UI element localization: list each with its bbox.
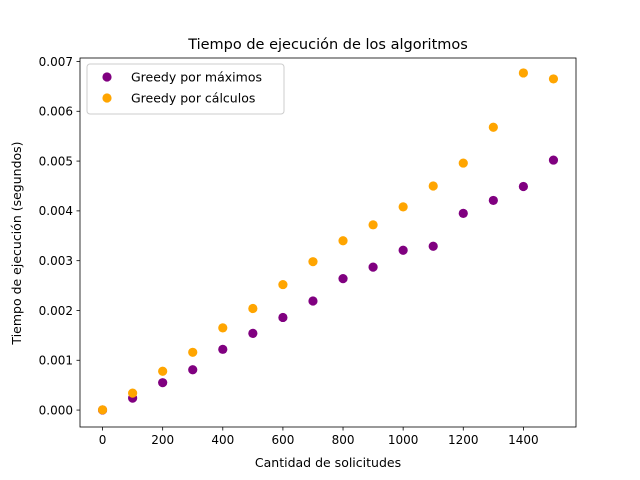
point-series-2 xyxy=(518,68,528,78)
x-tick-label: 1000 xyxy=(388,433,419,447)
legend-label-series-1: Greedy por máximos xyxy=(131,70,262,85)
y-axis-label: Tiempo de ejecución (segundos) xyxy=(9,141,24,345)
y-tick-label: 0.003 xyxy=(39,254,73,268)
legend-label-series-2: Greedy por cálculos xyxy=(131,91,255,106)
legend-marker-series-1 xyxy=(102,72,112,82)
y-tick-label: 0.004 xyxy=(39,204,73,218)
chart-title: Tiempo de ejecución de los algoritmos xyxy=(187,37,468,53)
point-series-1 xyxy=(278,312,288,323)
point-series-1 xyxy=(158,378,168,388)
legend: Greedy por máximos Greedy por cálculos xyxy=(86,63,285,115)
legend-box xyxy=(86,63,285,115)
x-tick-label: 600 xyxy=(271,433,294,447)
x-tick-label: 200 xyxy=(151,433,174,447)
point-series-1 xyxy=(428,241,438,251)
point-series-2 xyxy=(428,181,438,191)
x-tick-label: 400 xyxy=(211,433,234,447)
point-series-2 xyxy=(398,202,408,212)
point-series-2 xyxy=(158,366,168,376)
x-axis-label: Cantidad de solicitudes xyxy=(255,455,401,470)
x-tick-label: 1400 xyxy=(508,433,539,447)
point-series-2 xyxy=(248,303,258,314)
y-tick-label: 0.001 xyxy=(39,354,73,368)
y-tick-label: 0.005 xyxy=(39,154,73,168)
point-series-2 xyxy=(218,323,228,333)
point-series-1 xyxy=(548,155,559,165)
point-series-1 xyxy=(398,245,408,255)
point-series-1 xyxy=(368,262,378,272)
x-tick-label: 800 xyxy=(332,433,355,447)
point-series-2 xyxy=(338,236,348,246)
y-tick-label: 0.002 xyxy=(39,304,73,318)
point-series-2 xyxy=(308,257,318,267)
plot-area: 0 200 400 600 800 1000 1200 1400 0.000 0.001 0.002… xyxy=(39,55,577,447)
point-series-2 xyxy=(488,122,498,132)
x-tick-label: 0 xyxy=(99,433,107,447)
point-series-2 xyxy=(458,158,468,168)
x-tick-label: 1200 xyxy=(448,433,479,447)
point-series-1 xyxy=(248,328,258,338)
y-tick-label: 0.000 xyxy=(39,403,73,417)
point-series-1 xyxy=(518,181,528,192)
y-tick-label: 0.006 xyxy=(39,105,73,119)
point-series-2 xyxy=(128,388,138,398)
point-series-1 xyxy=(338,274,348,284)
point-series-1 xyxy=(188,365,198,375)
point-series-1 xyxy=(218,344,228,354)
legend-marker-series-2 xyxy=(102,93,112,103)
point-series-2 xyxy=(278,279,288,290)
point-series-1 xyxy=(488,195,498,206)
point-series-1 xyxy=(458,208,468,218)
y-tick-label: 0.007 xyxy=(39,55,73,69)
point-series-1 xyxy=(308,296,318,306)
point-series-2 xyxy=(548,74,559,84)
point-series-2 xyxy=(368,220,378,230)
axes-frame xyxy=(79,57,577,428)
point-series-2 xyxy=(97,405,108,415)
point-series-2 xyxy=(188,347,198,357)
